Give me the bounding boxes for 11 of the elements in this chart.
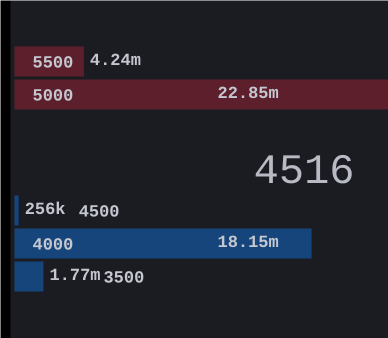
data-label: 1.77m: [49, 267, 100, 286]
data-label: 18.15m: [218, 234, 279, 253]
data-label: 22.85m: [218, 85, 279, 104]
y-tick-label: 4500: [78, 204, 120, 222]
data-label: 4.24m: [90, 52, 141, 71]
y-tick-label: 5000: [32, 88, 74, 106]
data-label: 256k: [24, 201, 66, 220]
y-tick-label: 4000: [32, 236, 74, 256]
annotation: 4516: [254, 148, 355, 196]
y-tick-label: 5500: [32, 54, 74, 74]
y-tick-label: 3500: [103, 270, 144, 288]
